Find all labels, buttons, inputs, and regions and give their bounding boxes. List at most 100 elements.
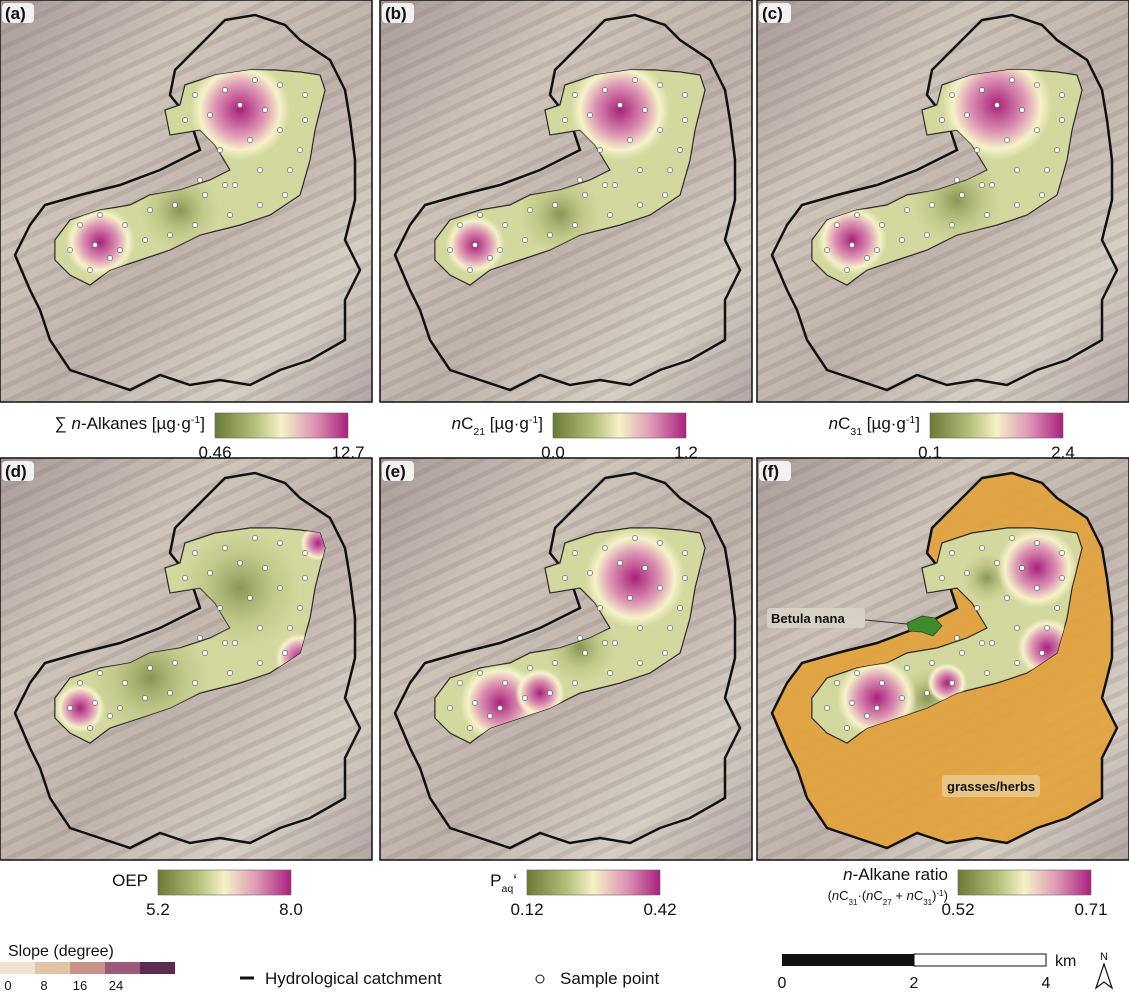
sample-point bbox=[979, 182, 984, 187]
sample-point bbox=[107, 255, 112, 260]
sample-point bbox=[1059, 575, 1064, 580]
sample-point bbox=[577, 635, 582, 640]
sample-point bbox=[552, 660, 557, 665]
sample-point bbox=[627, 137, 632, 142]
colorbar-max: 0.42 bbox=[643, 900, 676, 919]
sample-point bbox=[287, 625, 292, 630]
sample-point bbox=[587, 112, 592, 117]
sample-point bbox=[854, 212, 859, 217]
sample-point bbox=[682, 92, 687, 97]
sample-point bbox=[602, 87, 607, 92]
sample-point bbox=[959, 192, 964, 197]
panel-label: (f) bbox=[762, 462, 779, 481]
sample-point bbox=[864, 713, 869, 718]
sample-point bbox=[467, 267, 472, 272]
sample-point bbox=[562, 117, 567, 122]
title-part: OEP bbox=[112, 871, 148, 890]
sample-point bbox=[92, 242, 97, 247]
sample-point bbox=[302, 117, 307, 122]
sample-point bbox=[562, 575, 567, 580]
title-part: n bbox=[866, 888, 873, 903]
sample-point bbox=[247, 595, 252, 600]
sample-point bbox=[989, 182, 994, 187]
title-part: 31 bbox=[850, 426, 862, 438]
slope-tick: 16 bbox=[73, 978, 87, 992]
sample-point bbox=[257, 625, 262, 630]
sample-point bbox=[974, 605, 979, 610]
colorbar-max: 0.71 bbox=[1074, 900, 1107, 919]
sample-point bbox=[682, 550, 687, 555]
sample-point bbox=[277, 540, 282, 545]
sample-point bbox=[277, 585, 282, 590]
sample-point bbox=[477, 670, 482, 675]
sample-point bbox=[1054, 605, 1059, 610]
sample-point bbox=[1034, 540, 1039, 545]
sample-point bbox=[457, 222, 462, 227]
colorbar bbox=[158, 870, 291, 895]
sample-point bbox=[252, 535, 257, 540]
sample-point bbox=[617, 560, 622, 565]
slope-tick: 8 bbox=[40, 978, 47, 992]
title-part: n bbox=[907, 888, 914, 903]
colorbar bbox=[527, 870, 660, 895]
sample-point bbox=[994, 102, 999, 107]
title-part: 21 bbox=[473, 426, 485, 438]
sample-point bbox=[979, 545, 984, 550]
sample-point bbox=[182, 117, 187, 122]
sample-point bbox=[202, 650, 207, 655]
sample-point bbox=[824, 247, 829, 252]
sample-point bbox=[472, 700, 477, 705]
map-panel: (d) bbox=[0, 458, 372, 860]
sample-point bbox=[297, 147, 302, 152]
sample-point bbox=[949, 680, 954, 685]
sample-point bbox=[1004, 137, 1009, 142]
sample-point bbox=[879, 222, 884, 227]
sample-point bbox=[994, 560, 999, 565]
sample-point bbox=[67, 247, 72, 252]
slope-tick: 24 bbox=[109, 978, 123, 992]
sample-point bbox=[597, 147, 602, 152]
title-part: -1 bbox=[529, 414, 539, 426]
sample-point bbox=[547, 690, 552, 695]
colorbar-min: 0.12 bbox=[510, 900, 543, 919]
sample-point bbox=[572, 222, 577, 227]
sample-point bbox=[472, 242, 477, 247]
sample-point bbox=[97, 212, 102, 217]
sample-point bbox=[467, 725, 472, 730]
sample-point bbox=[447, 247, 452, 252]
map-panel: (b) bbox=[380, 0, 752, 402]
sample-point bbox=[637, 202, 642, 207]
title-part: -Alkanes [µg·g bbox=[81, 414, 191, 433]
sample-point bbox=[192, 680, 197, 685]
sample-point bbox=[959, 650, 964, 655]
sample-point bbox=[497, 705, 502, 710]
sample-point bbox=[147, 207, 152, 212]
legend-title: nC21 [µg·g-1] bbox=[452, 414, 543, 438]
sample-point bbox=[277, 127, 282, 132]
sample-point bbox=[502, 222, 507, 227]
sample-point bbox=[192, 550, 197, 555]
legend-title-line: nC21 [µg·g-1] bbox=[452, 414, 543, 438]
colorbar bbox=[958, 870, 1091, 895]
title-part: n bbox=[832, 888, 839, 903]
title-part: ‘ bbox=[513, 871, 517, 890]
title-part: n bbox=[829, 414, 838, 433]
scale-bar-black bbox=[782, 954, 914, 966]
sample-point bbox=[262, 107, 267, 112]
sample-point bbox=[247, 137, 252, 142]
title-part: C bbox=[461, 414, 473, 433]
sample-point bbox=[572, 92, 577, 97]
sample-point bbox=[287, 167, 292, 172]
sample-point bbox=[282, 650, 287, 655]
sample-point bbox=[252, 77, 257, 82]
sample-point bbox=[657, 585, 662, 590]
sample-point bbox=[232, 182, 237, 187]
sample-point bbox=[667, 625, 672, 630]
sample-point bbox=[182, 575, 187, 580]
sample-point bbox=[1044, 167, 1049, 172]
sample-point bbox=[834, 222, 839, 227]
sample-point bbox=[1059, 550, 1064, 555]
sample-point bbox=[302, 575, 307, 580]
sample-point bbox=[227, 212, 232, 217]
title-part: -1 bbox=[906, 414, 916, 426]
